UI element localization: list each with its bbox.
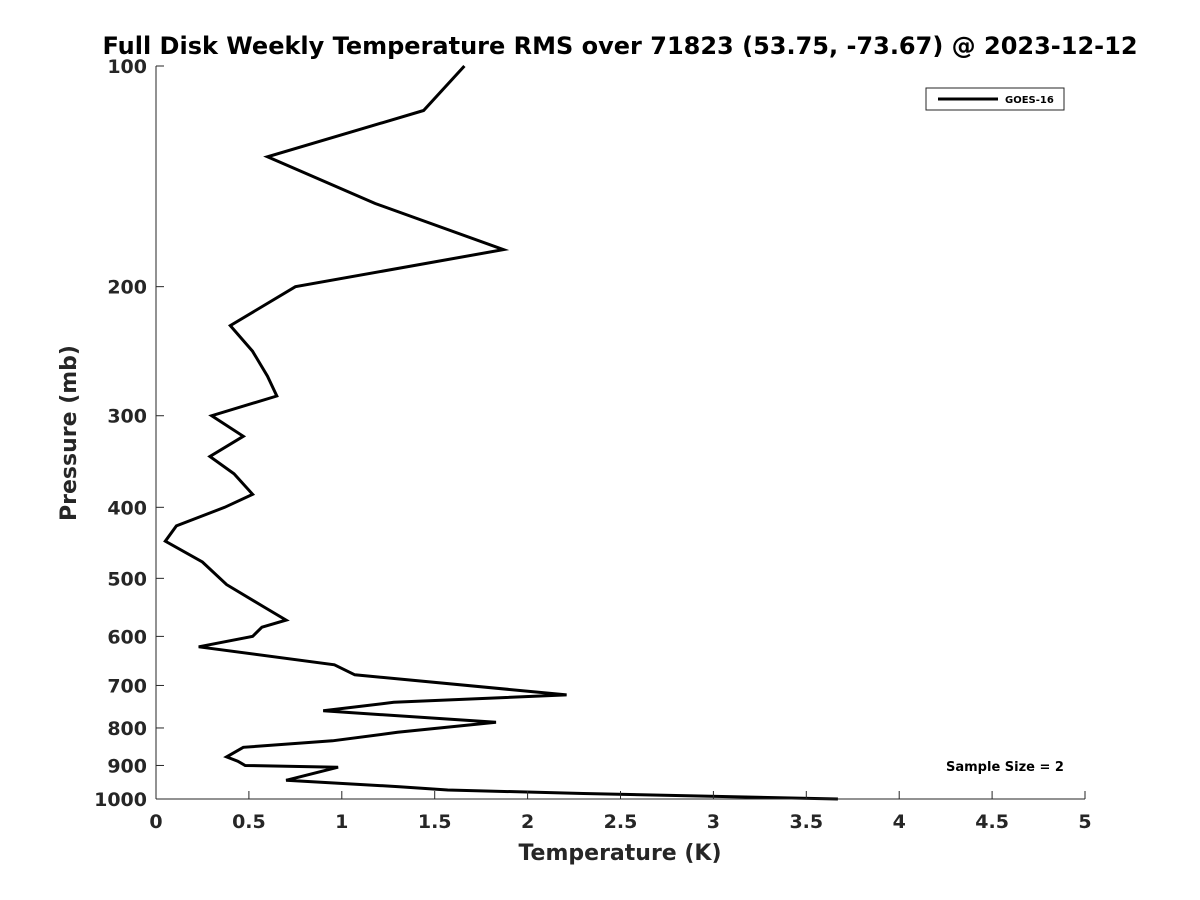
x-axis-ticks: 0 0.5 1 1.5 2 2.5 3 3.5 4 4.5 5: [149, 791, 1092, 833]
x-tick-label: 2: [521, 811, 534, 833]
x-tick-label: 0: [149, 811, 162, 833]
x-tick-label: 1.5: [418, 811, 452, 833]
y-tick-label: 900: [107, 755, 147, 777]
y-axis-label: Pressure (mb): [57, 345, 82, 521]
y-tick-label: 800: [107, 718, 147, 740]
legend-label-goes-16: GOES-16: [1005, 95, 1054, 106]
y-tick-label: 600: [107, 626, 147, 648]
y-tick-label: 300: [107, 406, 147, 428]
y-tick-label: 700: [107, 675, 147, 697]
x-tick-label: 1: [335, 811, 348, 833]
x-tick-label: 0.5: [232, 811, 266, 833]
y-tick-label: 500: [107, 568, 147, 590]
legend: GOES-16: [925, 87, 1065, 111]
y-axis-ticks: 100 200 300 400 500 600 700 800 900 1000: [94, 56, 164, 811]
x-axis-label: Temperature (K): [518, 841, 721, 866]
x-tick-label: 4: [893, 811, 906, 833]
sample-size-annotation: Sample Size = 2: [946, 760, 1064, 775]
y-tick-label: 400: [107, 497, 147, 519]
x-tick-label: 2.5: [604, 811, 638, 833]
chart-title: Full Disk Weekly Temperature RMS over 71…: [102, 32, 1137, 60]
series-line-goes-16: [163, 64, 838, 801]
x-tick-label: 3.5: [789, 811, 823, 833]
y-tick-label: 100: [107, 56, 147, 78]
x-tick-label: 3: [707, 811, 720, 833]
x-tick-label: 5: [1078, 811, 1091, 833]
x-tick-label: 4.5: [975, 811, 1009, 833]
y-tick-label: 200: [107, 277, 147, 299]
y-tick-label: 1000: [94, 789, 147, 811]
